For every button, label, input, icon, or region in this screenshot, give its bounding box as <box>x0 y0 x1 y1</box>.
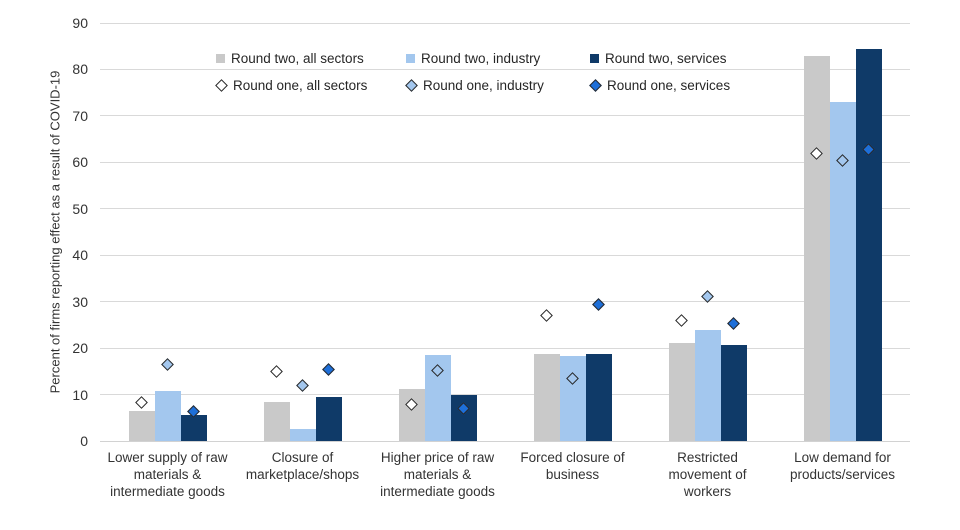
legend-label: Round two, services <box>605 51 727 66</box>
legend-label: Round two, all sectors <box>231 51 364 66</box>
legend: Round two, all sectors Round two, industr… <box>100 23 910 123</box>
y-tick-label-30: 30 <box>72 293 88 310</box>
marker-round-one-services-cat4 <box>592 298 605 311</box>
bar-round-two-all-sectors-cat6 <box>803 55 830 441</box>
x-axis-label-cat2: Closure of marketplace/shops <box>245 450 360 482</box>
legend-diamond-icon <box>215 79 228 92</box>
gridline-30 <box>100 301 910 303</box>
bar-round-two-all-sectors-cat2 <box>263 402 290 441</box>
legend-item-round-one-1: Round one, all sectors <box>215 78 368 93</box>
bar-round-two-industry-cat1 <box>154 391 181 441</box>
bar-round-two-all-sectors-cat4 <box>533 354 560 441</box>
y-tick-label-60: 60 <box>72 154 88 171</box>
legend-item-round-two-2: Round two, industry <box>406 51 540 66</box>
bar-round-two-services-cat2 <box>315 397 342 441</box>
bar-round-two-services-cat5 <box>720 345 747 441</box>
marker-round-one-all-sectors-cat1 <box>135 396 148 409</box>
gridline-90 <box>100 22 910 24</box>
plot-area: Round two, all sectors Round two, industr… <box>100 22 910 442</box>
legend-diamond-icon <box>589 79 602 92</box>
legend-label: Round one, services <box>607 78 731 93</box>
gridline-80 <box>100 68 910 70</box>
legend-item-round-two-3: Round two, services <box>590 51 727 66</box>
bar-round-two-services-cat6 <box>855 48 882 441</box>
marker-round-one-industry-cat1 <box>161 357 174 371</box>
legend-diamond-icon <box>405 79 418 92</box>
legend-item-round-one-3: Round one, services <box>589 78 731 93</box>
gridline-40 <box>100 254 910 256</box>
y-tick-label-70: 70 <box>72 107 88 124</box>
gridline-0 <box>100 440 910 442</box>
marker-round-one-all-sectors-cat2 <box>270 364 283 378</box>
y-tick-label-10: 10 <box>72 386 88 403</box>
y-tick-label-40: 40 <box>72 247 88 264</box>
x-axis-label-cat3: Higher price of raw materials & intermed… <box>380 450 495 499</box>
bar-round-two-all-sectors-cat1 <box>128 410 155 441</box>
bar-round-two-industry-cat2 <box>289 429 316 441</box>
y-tick-label-0: 0 <box>80 433 88 449</box>
x-axis-label-cat5: Restricted movement of workers <box>668 450 747 499</box>
y-tick-label-50: 50 <box>72 200 88 217</box>
x-axis-label-cat6: Low demand for products/services <box>789 450 896 482</box>
legend-square-icon <box>590 54 599 63</box>
marker-round-one-all-sectors-cat4 <box>540 309 553 322</box>
marker-round-one-services-cat2 <box>322 362 335 376</box>
bar-round-two-all-sectors-cat3 <box>398 389 425 441</box>
gridline-10 <box>100 394 910 396</box>
bar-round-two-services-cat4 <box>585 353 612 441</box>
gridline-20 <box>100 347 910 349</box>
y-tick-label-90: 90 <box>72 15 88 31</box>
gridline-50 <box>100 208 910 210</box>
x-axis-label-cat4: Forced closure of business <box>520 450 625 482</box>
legend-item-round-two-1: Round two, all sectors <box>216 51 364 66</box>
bar-round-two-industry-cat6 <box>829 101 856 441</box>
bar-round-two-industry-cat4 <box>559 355 586 441</box>
legend-label: Round one, industry <box>423 78 544 93</box>
gridline-60 <box>100 161 910 163</box>
x-axis-labels: Lower supply of raw materials & intermed… <box>100 449 910 500</box>
legend-square-icon <box>216 54 225 63</box>
marker-round-one-all-sectors-cat5 <box>675 313 688 327</box>
gridline-70 <box>100 115 910 117</box>
legend-label: Round one, all sectors <box>233 78 368 93</box>
legend-label: Round two, industry <box>421 51 541 66</box>
y-tick-label-80: 80 <box>72 61 88 78</box>
bar-round-two-services-cat1 <box>180 415 207 441</box>
marker-round-one-industry-cat2 <box>296 378 309 392</box>
y-tick-label-20: 20 <box>72 340 88 357</box>
bar-round-two-all-sectors-cat5 <box>668 343 695 441</box>
marker-round-one-services-cat5 <box>727 317 740 331</box>
legend-item-round-one-2: Round one, industry <box>405 78 544 93</box>
legend-square-icon <box>406 54 415 63</box>
bar-round-two-industry-cat5 <box>694 329 721 441</box>
x-axis-label-cat1: Lower supply of raw materials & intermed… <box>107 450 228 499</box>
